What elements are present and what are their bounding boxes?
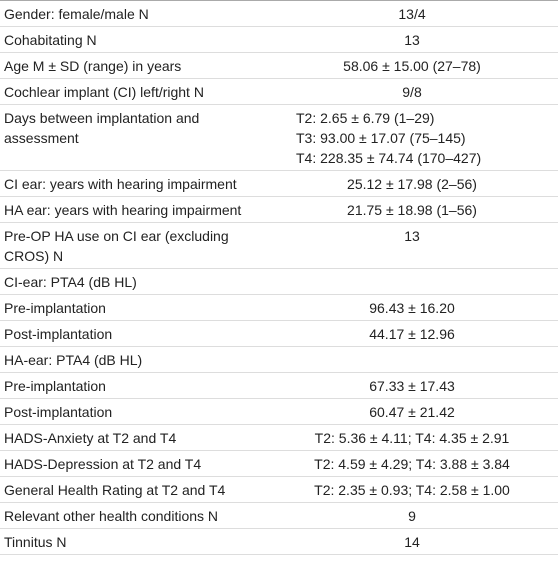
row-label: Tinnitus N	[0, 528, 266, 555]
table-row: General Health Rating at T2 and T4 T2: 2.…	[0, 476, 558, 503]
table-row: Pre-implantation 67.33 ± 17.43	[0, 372, 558, 399]
row-label: Age M ± SD (range) in years	[0, 52, 266, 79]
row-value	[266, 268, 558, 295]
row-label: HADS-Depression at T2 and T4	[0, 450, 266, 477]
row-value: 13	[266, 222, 558, 269]
table-row: HADS-Anxiety at T2 and T4 T2: 5.36 ± 4.11…	[0, 424, 558, 451]
row-value: 25.12 ± 17.98 (2–56)	[266, 170, 558, 197]
row-value: T2: 4.59 ± 4.29; T4: 3.88 ± 3.84	[266, 450, 558, 477]
table-row: Tinnitus N 14	[0, 528, 558, 555]
table-row: HA-ear: PTA4 (dB HL)	[0, 346, 558, 373]
row-value: 58.06 ± 15.00 (27–78)	[266, 52, 558, 79]
row-value: T2: 2.65 ± 6.79 (1–29) T3: 93.00 ± 17.07 …	[266, 104, 558, 171]
value-line: T4: 228.35 ± 74.74 (170–427)	[296, 150, 482, 166]
row-label: Pre-implantation	[0, 372, 266, 399]
row-value: 13	[266, 26, 558, 53]
table-row: Gender: female/male N 13/4	[0, 0, 558, 27]
row-label: Days between implantation and assessment	[0, 104, 266, 171]
row-value: 9/8	[266, 78, 558, 105]
table-row: Pre-implantation 96.43 ± 16.20	[0, 294, 558, 321]
table-row: Cohabitating N 13	[0, 26, 558, 53]
row-label: General Health Rating at T2 and T4	[0, 476, 266, 503]
row-value: T2: 5.36 ± 4.11; T4: 4.35 ± 2.91	[266, 424, 558, 451]
row-value	[266, 346, 558, 373]
value-line: T3: 93.00 ± 17.07 (75–145)	[296, 130, 466, 146]
row-label: Relevant other health conditions N	[0, 502, 266, 529]
row-label: HA-ear: PTA4 (dB HL)	[0, 346, 266, 373]
row-label: CI-ear: PTA4 (dB HL)	[0, 268, 266, 295]
row-value: 60.47 ± 21.42	[266, 398, 558, 425]
table-row: Post-implantation 44.17 ± 12.96	[0, 320, 558, 347]
row-label: Post-implantation	[0, 320, 266, 347]
row-value: 21.75 ± 18.98 (1–56)	[266, 196, 558, 223]
row-value: 67.33 ± 17.43	[266, 372, 558, 399]
row-label: Cohabitating N	[0, 26, 266, 53]
row-label: Post-implantation	[0, 398, 266, 425]
row-label: CI ear: years with hearing impairment	[0, 170, 266, 197]
row-label: Pre-implantation	[0, 294, 266, 321]
table-row: HA ear: years with hearing impairment 21.…	[0, 196, 558, 223]
row-value: T2: 2.35 ± 0.93; T4: 2.58 ± 1.00	[266, 476, 558, 503]
table-row: Days between implantation and assessment…	[0, 104, 558, 171]
row-value: 96.43 ± 16.20	[266, 294, 558, 321]
row-value: 14	[266, 528, 558, 555]
table-row: Cochlear implant (CI) left/right N 9/8	[0, 78, 558, 105]
table-row: Post-implantation 60.47 ± 21.42	[0, 398, 558, 425]
row-label: HA ear: years with hearing impairment	[0, 196, 266, 223]
table-row: HADS-Depression at T2 and T4 T2: 4.59 ± 4…	[0, 450, 558, 477]
row-label: Cochlear implant (CI) left/right N	[0, 78, 266, 105]
row-value: 13/4	[266, 0, 558, 27]
row-label: Pre-OP HA use on CI ear (excluding CROS)…	[0, 222, 266, 269]
table-row: CI-ear: PTA4 (dB HL)	[0, 268, 558, 295]
table-row: Age M ± SD (range) in years 58.06 ± 15.00…	[0, 52, 558, 79]
row-label: HADS-Anxiety at T2 and T4	[0, 424, 266, 451]
table-row: Pre-OP HA use on CI ear (excluding CROS)…	[0, 222, 558, 269]
value-line: T2: 2.65 ± 6.79 (1–29)	[296, 110, 435, 126]
row-value: 44.17 ± 12.96	[266, 320, 558, 347]
row-label: Gender: female/male N	[0, 0, 266, 27]
row-value: 9	[266, 502, 558, 529]
table-row: CI ear: years with hearing impairment 25.…	[0, 170, 558, 197]
